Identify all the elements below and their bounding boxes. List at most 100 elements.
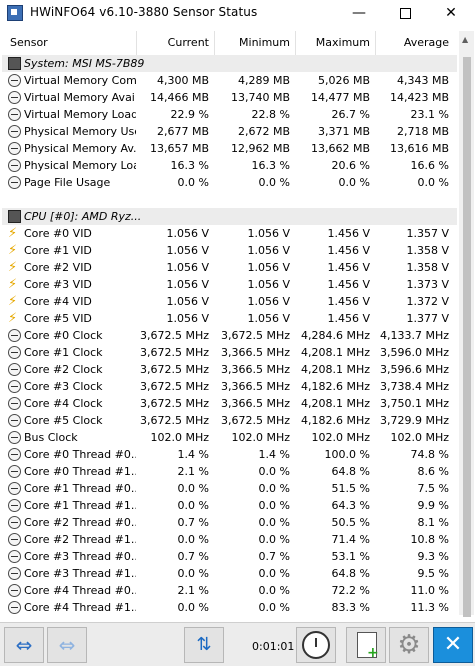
- sensor-name: Core #2 Clock: [24, 363, 103, 376]
- settings-button[interactable]: ⚙: [389, 627, 429, 663]
- network-button[interactable]: ⇅: [184, 627, 224, 663]
- table-row[interactable]: Core #4 Thread #0... 2.1 % 0.0 % 72.2 % 11.0…: [2, 582, 457, 599]
- current-value: 3,672.5 MHz: [139, 363, 209, 376]
- add-log-button[interactable]: +: [346, 627, 386, 663]
- current-value: 1.056 V: [166, 278, 209, 291]
- spacer-row: [2, 191, 457, 208]
- table-row[interactable]: Bus Clock 102.0 MHz 102.0 MHz 102.0 MHz 102.…: [2, 429, 457, 446]
- sensor-name: Core #3 Thread #0...: [24, 550, 136, 563]
- table-row[interactable]: ⚡ Core #4 VID 1.056 V 1.056 V 1.456 V 1.372 V: [2, 293, 457, 310]
- gauge-icon: [8, 397, 21, 410]
- chip-icon: [8, 210, 21, 223]
- scroll-up-icon[interactable]: ▲: [462, 35, 469, 44]
- minimum-value: 0.0 %: [258, 516, 290, 529]
- table-row[interactable]: Core #0 Thread #1... 2.1 % 0.0 % 64.8 % 8.6 …: [2, 463, 457, 480]
- table-row[interactable]: Core #3 Thread #0... 0.7 % 0.7 % 53.1 % 9.3 …: [2, 548, 457, 565]
- group-label: System: MSI MS-7B89: [24, 57, 145, 70]
- table-row[interactable]: Virtual Memory Load 22.9 % 22.8 % 26.7 % 23.…: [2, 106, 457, 123]
- table-row[interactable]: Core #4 Thread #1... 0.0 % 0.0 % 83.3 % 11.3…: [2, 599, 457, 615]
- sensor-table: Sensor Current Minimum Maximum Average S…: [2, 31, 457, 615]
- table-row[interactable]: Core #2 Thread #1... 0.0 % 0.0 % 71.4 % 10.8…: [2, 531, 457, 548]
- bottom-toolbar: ⇔ ⇔ ⇅ + ⚙ ✕: [0, 622, 475, 666]
- current-value: 1.4 %: [177, 448, 209, 461]
- table-row[interactable]: Core #1 Thread #0... 0.0 % 0.0 % 51.5 % 7.5 …: [2, 480, 457, 497]
- average-value: 0.0 %: [417, 176, 449, 189]
- sensor-name: Virtual Memory Avai...: [24, 91, 136, 104]
- average-value: 3,738.4 MHz: [379, 380, 449, 393]
- table-row[interactable]: Physical Memory Av... 13,657 MB 12,962 MB 1…: [2, 140, 457, 157]
- maximize-button[interactable]: [382, 0, 428, 26]
- nav-arrows-right-button[interactable]: ⇔: [4, 627, 44, 663]
- average-value: 3,729.9 MHz: [379, 414, 449, 427]
- column-header-current[interactable]: Current: [167, 36, 209, 49]
- close-sensors-button[interactable]: ✕: [433, 627, 473, 663]
- maximum-value: 4,182.6 MHz: [300, 414, 370, 427]
- maximum-value: 72.2 %: [331, 584, 370, 597]
- column-header-sensor[interactable]: Sensor: [10, 36, 48, 49]
- table-row[interactable]: Core #1 Clock 3,672.5 MHz 3,366.5 MHz 4,208…: [2, 344, 457, 361]
- table-row[interactable]: Core #1 Thread #1... 0.0 % 0.0 % 64.3 % 9.9 …: [2, 497, 457, 514]
- table-row[interactable]: Page File Usage 0.0 % 0.0 % 0.0 % 0.0 %: [2, 174, 457, 191]
- minimum-value: 0.7 %: [258, 550, 290, 563]
- sensor-group-row[interactable]: CPU [#0]: AMD Ryz...: [2, 208, 457, 225]
- sensor-rows: System: MSI MS-7B89 Virtual Memory Com...…: [2, 55, 457, 615]
- current-value: 2,677 MB: [156, 125, 209, 138]
- gauge-icon: [8, 74, 21, 87]
- scrollbar-thumb[interactable]: [463, 57, 471, 617]
- sensor-name: Virtual Memory Com...: [24, 74, 136, 87]
- table-row[interactable]: Core #3 Clock 3,672.5 MHz 3,366.5 MHz 4,182…: [2, 378, 457, 395]
- table-row[interactable]: Virtual Memory Com... 4,300 MB 4,289 MB 5,0…: [2, 72, 457, 89]
- minimize-button[interactable]: —: [352, 5, 366, 21]
- column-header-minimum[interactable]: Minimum: [239, 36, 290, 49]
- minimum-value: 0.0 %: [258, 176, 290, 189]
- minimum-value: 0.0 %: [258, 601, 290, 614]
- maximum-value: 51.5 %: [331, 482, 370, 495]
- average-value: 4,343 MB: [396, 74, 449, 87]
- gauge-icon: [8, 482, 21, 495]
- maximum-value: 100.0 %: [324, 448, 370, 461]
- current-value: 4,300 MB: [156, 74, 209, 87]
- table-row[interactable]: Core #0 Clock 3,672.5 MHz 3,672.5 MHz 4,284…: [2, 327, 457, 344]
- table-row[interactable]: Core #2 Thread #0... 0.7 % 0.0 % 50.5 % 8.1 …: [2, 514, 457, 531]
- current-value: 3,672.5 MHz: [139, 329, 209, 342]
- sensor-name: Core #3 VID: [24, 278, 92, 291]
- column-header-average[interactable]: Average: [403, 36, 449, 49]
- average-value: 13,616 MB: [389, 142, 449, 155]
- table-row[interactable]: ⚡ Core #5 VID 1.056 V 1.056 V 1.456 V 1.377 V: [2, 310, 457, 327]
- average-value: 2,718 MB: [396, 125, 449, 138]
- sensor-name: Virtual Memory Load: [24, 108, 136, 121]
- maximum-value: 83.3 %: [331, 601, 370, 614]
- table-row[interactable]: Virtual Memory Avai... 14,466 MB 13,740 MB…: [2, 89, 457, 106]
- sensor-name: Core #5 Clock: [24, 414, 103, 427]
- table-row[interactable]: ⚡ Core #2 VID 1.056 V 1.056 V 1.456 V 1.358 V: [2, 259, 457, 276]
- table-row[interactable]: Physical Memory Used 2,677 MB 2,672 MB 3,37…: [2, 123, 457, 140]
- table-row[interactable]: Core #2 Clock 3,672.5 MHz 3,366.5 MHz 4,208…: [2, 361, 457, 378]
- current-value: 0.0 %: [177, 482, 209, 495]
- sensor-name: Core #0 Thread #1...: [24, 465, 136, 478]
- table-row[interactable]: Physical Memory Load 16.3 % 16.3 % 20.6 % 16…: [2, 157, 457, 174]
- current-value: 3,672.5 MHz: [139, 380, 209, 393]
- column-header-maximum[interactable]: Maximum: [315, 36, 370, 49]
- table-row[interactable]: ⚡ Core #3 VID 1.056 V 1.056 V 1.456 V 1.373 V: [2, 276, 457, 293]
- clock-button[interactable]: [296, 627, 336, 663]
- minimum-value: 102.0 MHz: [231, 431, 290, 444]
- gauge-icon: [8, 584, 21, 597]
- maximum-value: 1.456 V: [327, 295, 370, 308]
- vertical-scrollbar[interactable]: ▲: [459, 31, 474, 617]
- maximum-value: 4,208.1 MHz: [300, 363, 370, 376]
- table-row[interactable]: Core #0 Thread #0... 1.4 % 1.4 % 100.0 % 74.…: [2, 446, 457, 463]
- maximize-icon: [399, 8, 411, 19]
- sensor-name: Bus Clock: [24, 431, 78, 444]
- table-row[interactable]: Core #3 Thread #1... 0.0 % 0.0 % 64.8 % 9.5 …: [2, 565, 457, 582]
- table-row[interactable]: ⚡ Core #0 VID 1.056 V 1.056 V 1.456 V 1.357 V: [2, 225, 457, 242]
- sensor-name: Core #1 Thread #1...: [24, 499, 136, 512]
- nav-arrows-left-button[interactable]: ⇔: [47, 627, 87, 663]
- close-window-button[interactable]: ✕: [445, 5, 457, 21]
- table-row[interactable]: Core #4 Clock 3,672.5 MHz 3,366.5 MHz 4,208…: [2, 395, 457, 412]
- sensor-name: Physical Memory Av...: [24, 142, 136, 155]
- sensor-group-row[interactable]: System: MSI MS-7B89: [2, 55, 457, 72]
- table-row[interactable]: ⚡ Core #1 VID 1.056 V 1.056 V 1.456 V 1.358 V: [2, 242, 457, 259]
- table-row[interactable]: Core #5 Clock 3,672.5 MHz 3,672.5 MHz 4,182…: [2, 412, 457, 429]
- sensor-name: Core #4 Thread #0...: [24, 584, 136, 597]
- maximum-value: 1.456 V: [327, 278, 370, 291]
